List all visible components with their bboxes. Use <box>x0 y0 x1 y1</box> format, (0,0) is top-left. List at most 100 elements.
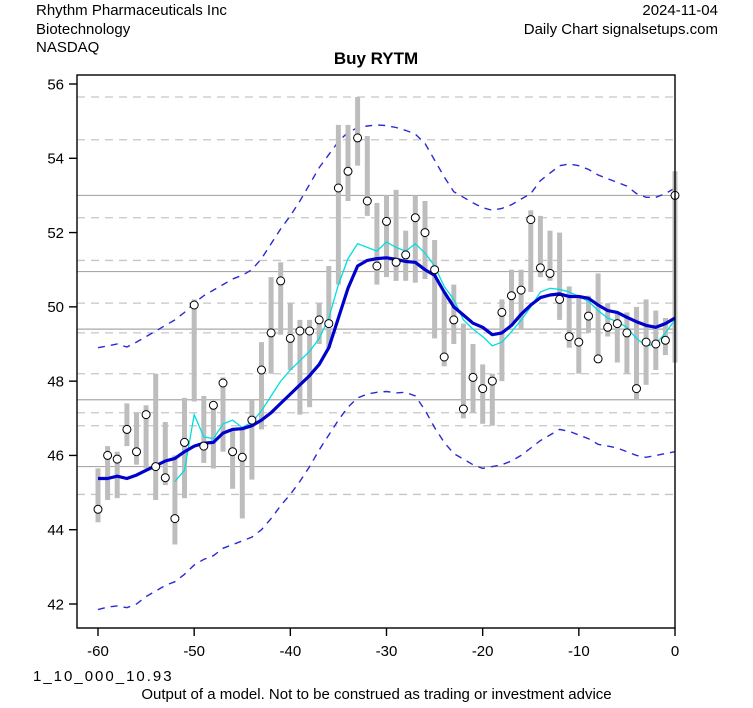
price-range-bar <box>182 397 187 499</box>
close-marker <box>382 216 391 226</box>
close-marker <box>584 311 593 321</box>
y-axis-label: 48 <box>47 373 64 390</box>
close-marker <box>295 326 305 336</box>
price-range-bar <box>614 312 620 363</box>
price-range-bar <box>210 401 216 469</box>
price-range-bar <box>326 266 332 348</box>
close-marker <box>324 319 334 329</box>
price-range-bar <box>230 429 236 489</box>
close-marker <box>257 365 266 375</box>
price-range-bar <box>441 292 447 367</box>
close-marker <box>208 400 218 410</box>
price-range-bar <box>595 273 601 363</box>
close-marker <box>237 452 247 462</box>
close-marker <box>362 196 372 206</box>
close-marker <box>343 166 353 176</box>
price-range-bar <box>268 277 274 374</box>
price-range-bar <box>307 319 313 408</box>
x-axis-label: -30 <box>376 643 398 660</box>
x-axis-label: -50 <box>183 643 205 660</box>
price-range-bar <box>105 446 111 500</box>
price-range-bar <box>239 429 245 519</box>
price-range-bar <box>412 195 418 283</box>
close-marker <box>516 285 526 295</box>
price-range-bar <box>566 286 572 348</box>
x-axis-label: -20 <box>472 643 494 660</box>
company-name: Rhythm Pharmaceuticals Inc <box>36 2 227 19</box>
close-marker <box>574 337 584 347</box>
price-range-bar <box>518 269 524 330</box>
price-range-bar <box>191 299 197 402</box>
close-marker <box>526 215 536 225</box>
close-marker <box>487 376 497 386</box>
price-range-bar <box>259 342 264 430</box>
close-marker <box>103 450 113 460</box>
close-marker <box>266 328 276 338</box>
y-axis-label: 50 <box>47 299 64 316</box>
close-marker <box>660 335 670 345</box>
price-range-bar <box>143 405 149 469</box>
close-marker <box>132 447 141 457</box>
close-marker <box>391 257 401 267</box>
close-marker <box>535 263 545 273</box>
close-marker <box>247 415 257 425</box>
close-marker <box>141 410 151 420</box>
header-left: Rhythm Pharmaceuticals Inc Biotechnology… <box>36 2 227 58</box>
close-marker <box>314 315 324 325</box>
close-marker <box>112 454 122 464</box>
price-range-bar <box>297 319 303 415</box>
y-axis-label: 52 <box>47 225 64 242</box>
price-range-bar <box>172 455 178 545</box>
close-marker <box>641 337 651 347</box>
disclaimer-text: Output of a model. Not to be construed a… <box>141 686 612 703</box>
price-range-bar <box>364 136 370 216</box>
signal-line <box>174 241 676 482</box>
price-range-bar <box>134 412 139 465</box>
close-marker <box>160 473 170 483</box>
close-marker <box>622 328 632 338</box>
close-marker <box>305 326 315 336</box>
x-axis-label: -60 <box>87 643 109 660</box>
price-range-bar <box>162 422 168 486</box>
close-marker <box>545 268 555 278</box>
x-axis-label: -10 <box>568 643 590 660</box>
close-marker <box>468 372 478 382</box>
close-marker <box>151 462 161 472</box>
sector-label: Biotechnology <box>36 20 131 38</box>
price-range-bar <box>537 215 543 278</box>
close-marker <box>170 514 180 524</box>
close-marker <box>612 319 622 329</box>
y-axis-label: 46 <box>47 448 64 465</box>
plot-border <box>76 74 676 629</box>
close-marker <box>430 265 440 275</box>
moving-average-line <box>98 256 676 481</box>
price-range-bar <box>624 312 630 374</box>
close-marker <box>420 228 430 238</box>
header-right: 2024-11-04 Daily Chart signalsetups.com <box>524 2 718 39</box>
price-range-bar <box>278 262 284 335</box>
close-marker <box>189 300 199 310</box>
price-range-bar <box>393 189 399 281</box>
close-marker <box>497 307 507 317</box>
close-marker <box>564 332 574 342</box>
price-range-bar <box>355 97 361 166</box>
price-range-bar <box>95 468 101 523</box>
price-range-bar <box>345 124 351 201</box>
price-range-bar <box>489 373 495 426</box>
close-marker <box>449 315 459 325</box>
price-range-bar <box>335 124 341 285</box>
chart-date: 2024-11-04 <box>642 2 718 19</box>
close-marker <box>651 339 661 349</box>
price-range-bar <box>432 240 438 339</box>
close-marker <box>353 133 363 143</box>
y-axis-label: 56 <box>47 76 64 93</box>
close-marker <box>276 276 286 286</box>
y-axis-label: 44 <box>47 522 64 539</box>
close-marker <box>458 404 468 414</box>
price-range-bar <box>557 232 563 320</box>
price-range-bar <box>451 284 457 344</box>
price-range-bar <box>249 399 255 480</box>
exchange-label: NASDAQ <box>36 39 100 56</box>
